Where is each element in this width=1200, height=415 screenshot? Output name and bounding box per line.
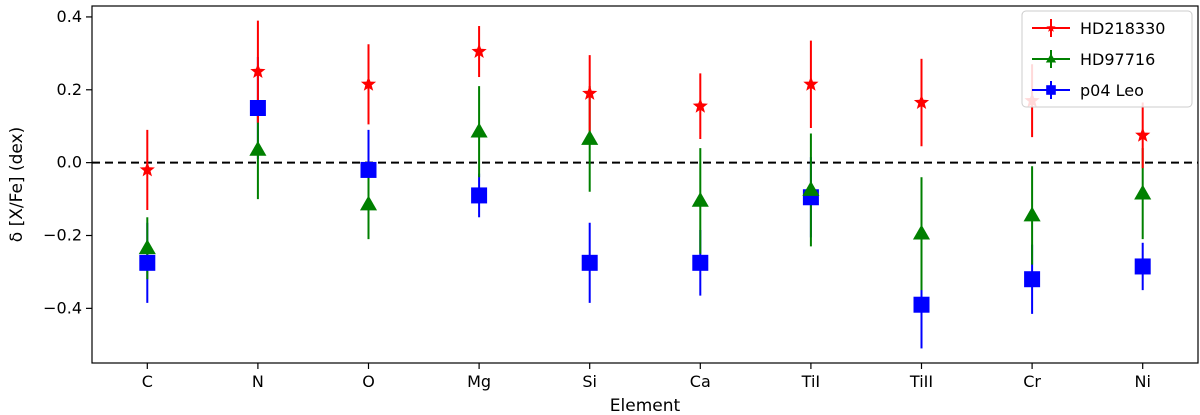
data-point-triangle [470,122,488,138]
x-axis-label: Element [610,396,681,415]
y-tick-label: 0.2 [57,80,82,99]
data-point-square [139,254,156,271]
data-point-star [471,43,487,58]
data-point-star [360,76,377,91]
y-tick-label: −0.4 [43,298,82,317]
y-tick-label: 0.0 [57,153,82,172]
data-point-star [803,76,819,91]
data-point-triangle [691,191,709,207]
data-point-triangle [912,224,931,240]
data-point-star [250,63,266,78]
data-point-star [1135,127,1151,142]
x-tick-label: TiII [909,372,933,391]
x-tick-label: Si [582,372,597,391]
x-tick-label: C [142,372,153,391]
data-point-square [249,100,266,116]
data-point-triangle [359,195,378,211]
legend-label: p04 Leo [1080,81,1144,100]
data-point-star [913,94,930,109]
plot-frame [91,5,1199,364]
y-tick-label: 0.4 [57,7,82,26]
legend-label: HD218330 [1080,19,1165,38]
y-axis-label: δ [X/Fe] (dex) [7,127,27,242]
x-tick-label: TiI [801,372,820,391]
data-point-star [582,85,598,100]
x-tick-label: Ni [1134,372,1150,391]
data-point-square [1134,258,1151,275]
x-tick-label: Mg [467,372,491,391]
data-point-square [1024,271,1041,288]
x-tick-label: O [362,372,375,391]
legend-marker-square [1046,85,1056,95]
data-point-triangle [581,129,599,145]
x-tick-label: N [252,372,264,391]
x-tick-label: Ca [690,372,711,391]
data-point-star [139,161,155,177]
data-point-square [471,187,488,204]
data-point-triangle [1023,206,1041,222]
data-point-square [360,161,377,178]
legend-marker-triangle [1045,53,1057,63]
data-point-star [692,98,708,113]
data-point-square [913,296,930,313]
legend-marker-star [1046,23,1056,32]
data-point-triangle [138,239,156,255]
x-tick-label: Cr [1023,372,1041,391]
data-point-triangle [249,140,267,156]
y-tick-label: −0.2 [43,226,82,245]
legend-box [1021,10,1193,108]
legend-label: HD97716 [1080,50,1155,69]
data-point-square [581,254,598,271]
data-point-square [692,254,709,271]
data-point-triangle [1134,184,1152,200]
data-point-triangle [802,180,820,196]
